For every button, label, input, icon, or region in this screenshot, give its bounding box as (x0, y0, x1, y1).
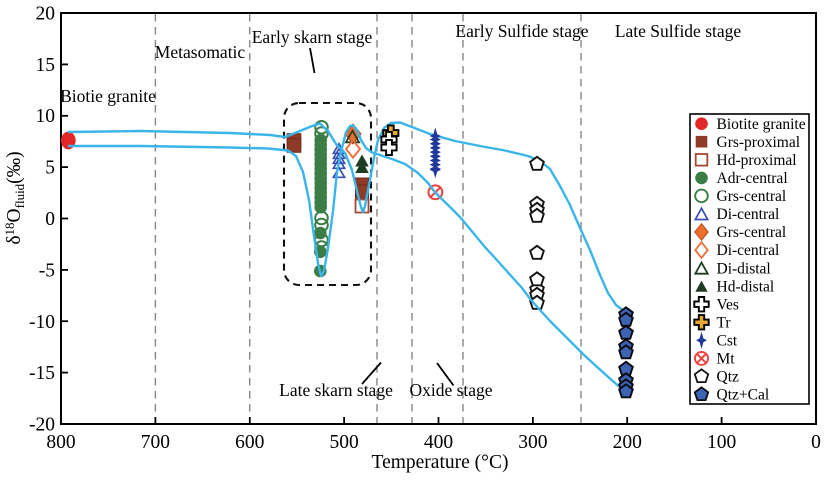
svg-text:Grs-proximal: Grs-proximal (717, 134, 801, 151)
svg-text:Hd-distal: Hd-distal (717, 278, 775, 295)
svg-text:Cst: Cst (717, 333, 738, 350)
svg-text:-5: -5 (39, 260, 55, 281)
svg-text:Di-distal: Di-distal (717, 260, 771, 277)
svg-text:Tr: Tr (717, 314, 732, 331)
svg-text:400: 400 (424, 432, 453, 453)
svg-text:-20: -20 (29, 415, 55, 436)
svg-text:-15: -15 (29, 363, 55, 384)
svg-text:15: 15 (36, 55, 56, 76)
svg-text:Late skarn stage: Late skarn stage (279, 380, 393, 400)
svg-text:600: 600 (235, 432, 264, 453)
svg-text:Qtz: Qtz (717, 369, 740, 386)
svg-text:Di-central: Di-central (717, 242, 780, 259)
svg-text:Temperature (°C): Temperature (°C) (372, 452, 509, 473)
svg-text:Ves: Ves (717, 296, 739, 313)
svg-text:Metasomatic: Metasomatic (155, 42, 246, 62)
svg-text:Grs-central: Grs-central (717, 224, 787, 241)
svg-text:0: 0 (811, 432, 821, 453)
svg-text:500: 500 (329, 432, 358, 453)
svg-text:Di-central: Di-central (717, 206, 780, 223)
svg-text:100: 100 (707, 432, 736, 453)
svg-text:Mt: Mt (717, 351, 736, 368)
svg-text:Grs-central: Grs-central (717, 188, 787, 205)
svg-text:Adr-central: Adr-central (717, 170, 788, 187)
svg-text:Qtz+Cal: Qtz+Cal (717, 387, 770, 404)
svg-text:20: 20 (36, 4, 56, 25)
svg-text:0: 0 (45, 209, 55, 230)
svg-text:700: 700 (141, 432, 170, 453)
svg-text:800: 800 (46, 432, 75, 453)
svg-text:-10: -10 (29, 312, 55, 333)
svg-text:Biotite granite: Biotite granite (717, 116, 806, 133)
svg-text:200: 200 (613, 432, 642, 453)
svg-text:10: 10 (36, 106, 56, 127)
svg-text:Early skarn stage: Early skarn stage (252, 27, 373, 47)
svg-text:Late Sulfide stage: Late Sulfide stage (615, 21, 742, 41)
svg-text:Hd-proximal: Hd-proximal (717, 152, 797, 169)
svg-text:Biotie granite: Biotie granite (60, 86, 156, 106)
svg-text:300: 300 (518, 432, 547, 453)
svg-text:Early Sulfide stage: Early Sulfide stage (455, 21, 588, 41)
svg-text:5: 5 (45, 158, 55, 179)
svg-text:Oxide stage: Oxide stage (409, 380, 492, 400)
